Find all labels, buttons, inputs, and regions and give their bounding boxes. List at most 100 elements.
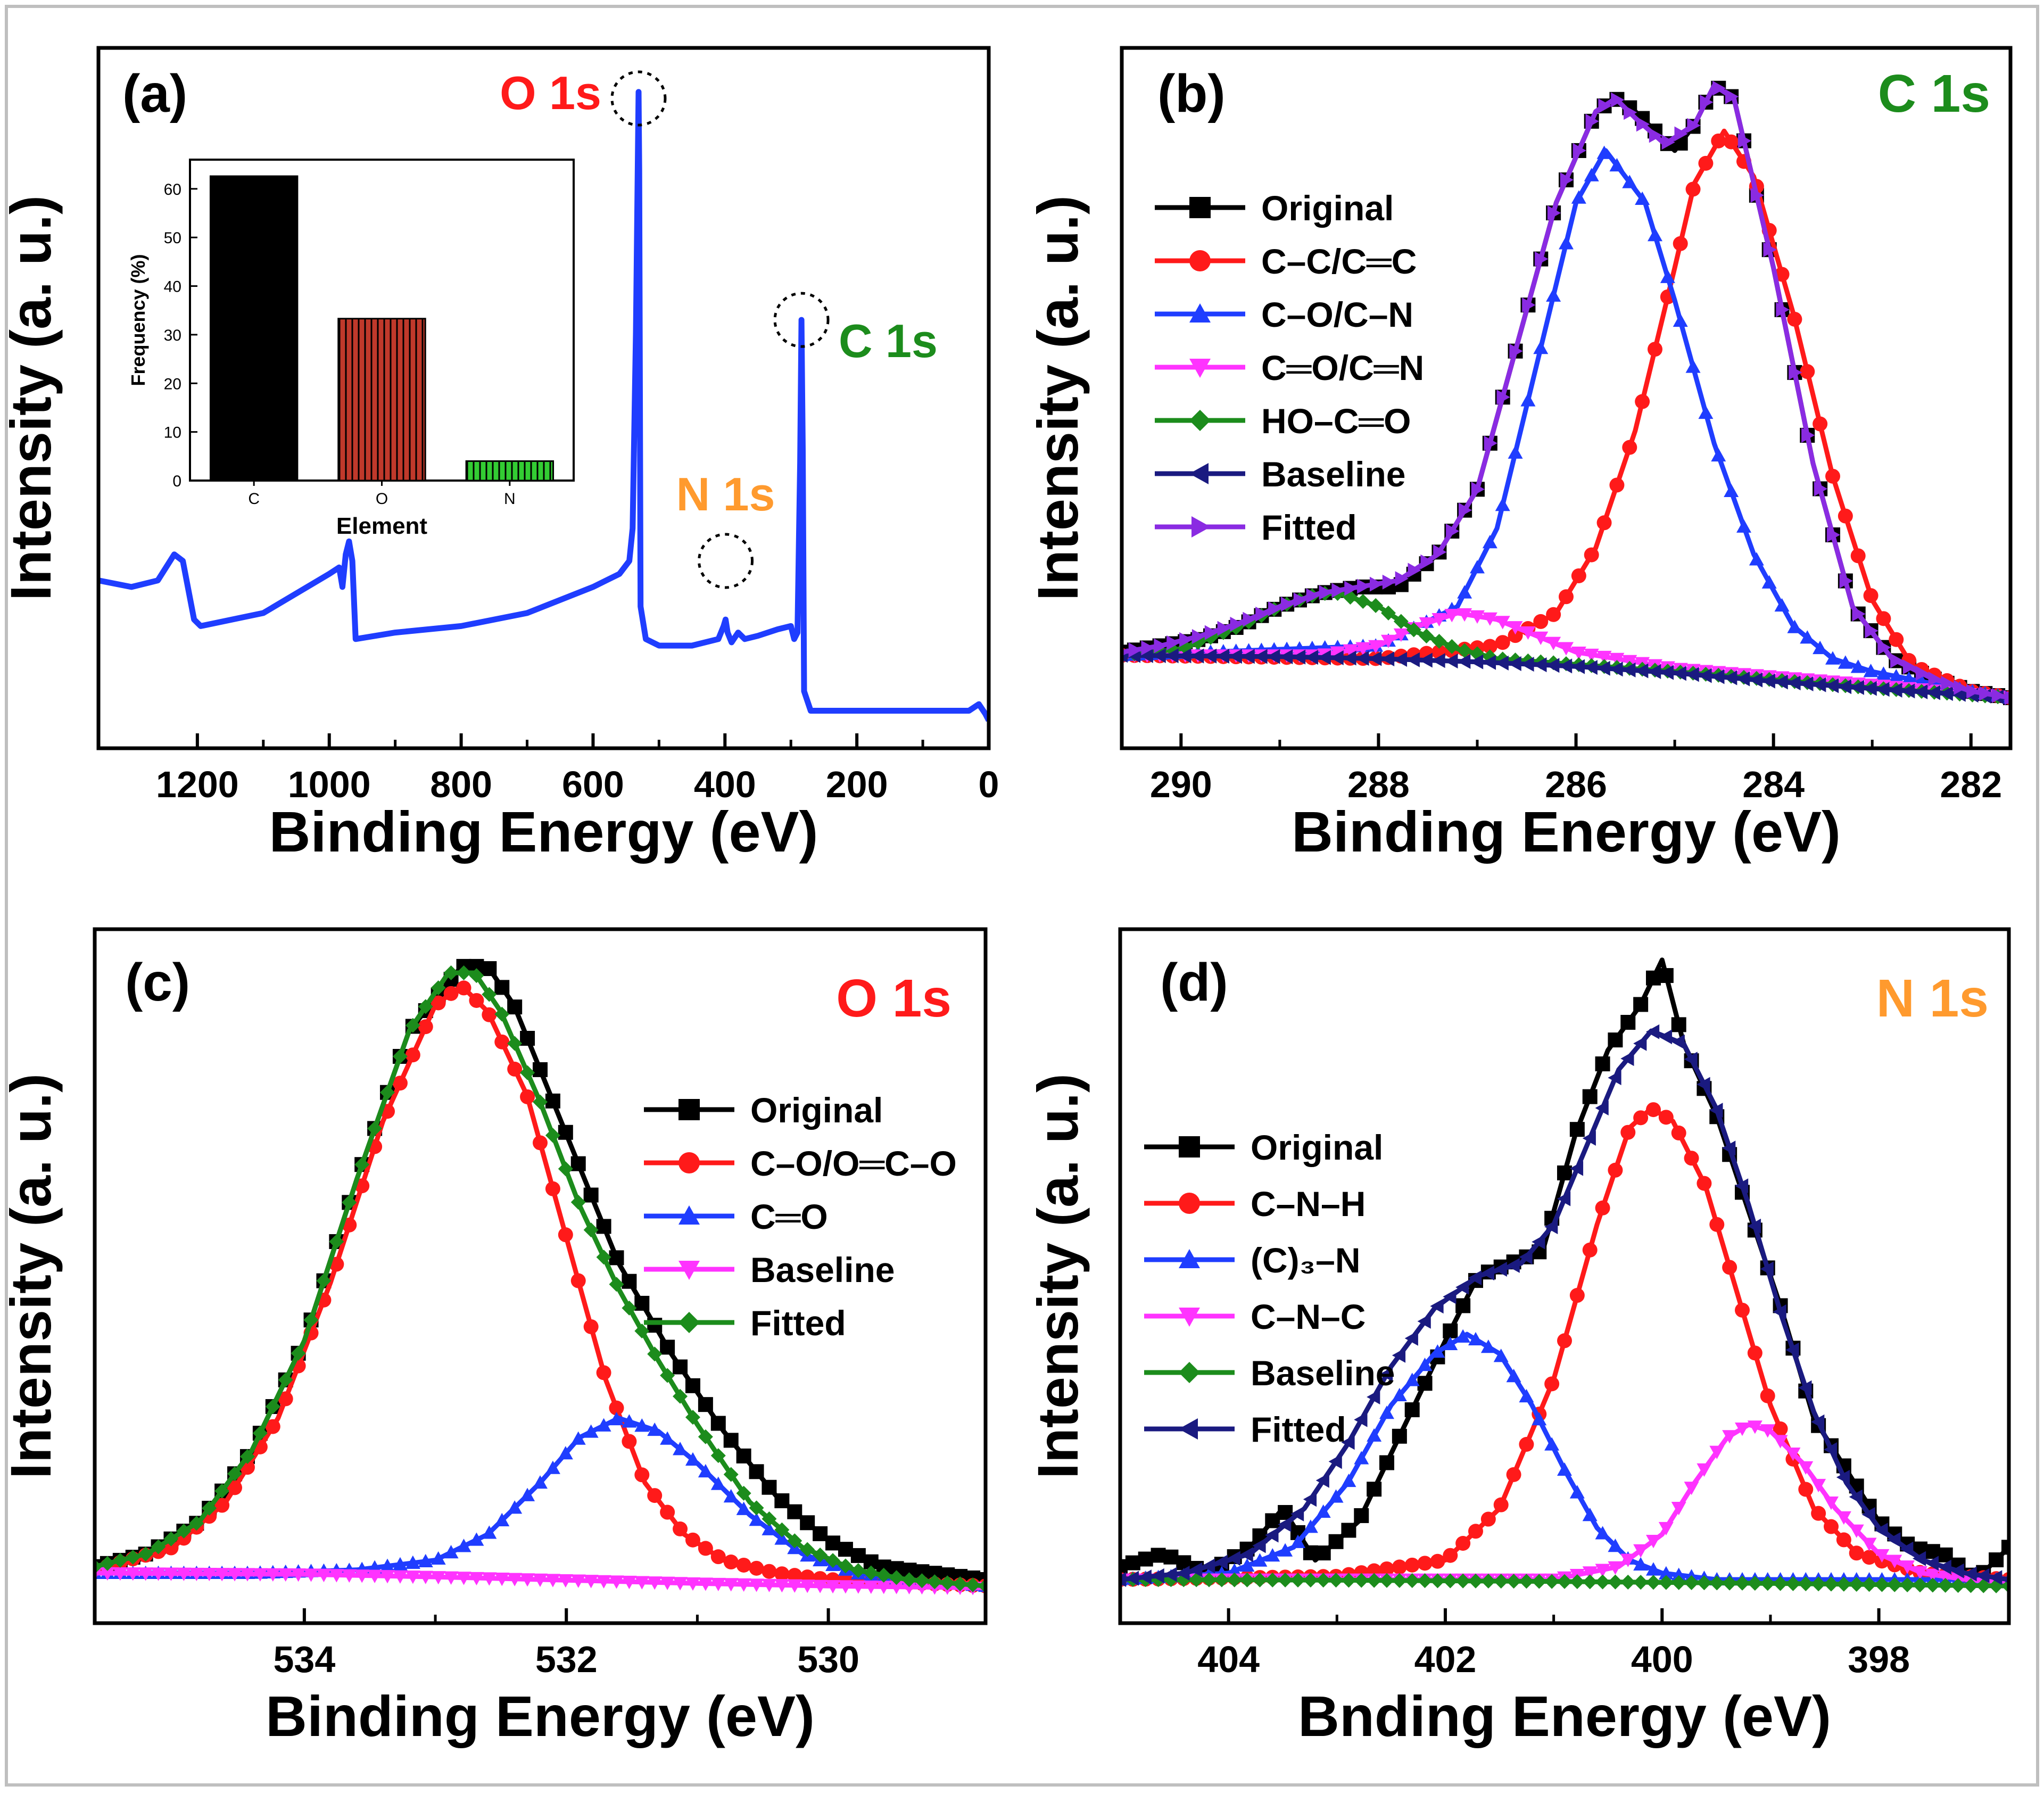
series-original-marker <box>1557 1165 1572 1180</box>
series-c-o-marker <box>647 1422 663 1436</box>
series-ho-c-o-marker <box>1406 622 1421 638</box>
series-baseline-marker <box>1379 1573 1394 1588</box>
series-fitted <box>1120 1024 2009 1587</box>
series-baseline-marker <box>1355 650 1369 666</box>
series-baseline-marker <box>1582 1574 1598 1590</box>
series-c-n-h-marker <box>1671 1125 1686 1140</box>
series-c-n-c-marker <box>1595 1564 1610 1577</box>
series-c-n-h-marker <box>1480 1511 1496 1527</box>
series-baseline-marker <box>1724 670 1737 685</box>
series-baseline-marker <box>1239 1572 1255 1588</box>
series-fitted-marker <box>876 1567 891 1583</box>
series-baseline-marker <box>1914 684 1928 699</box>
series-c-c-c-c-marker <box>1533 614 1549 629</box>
series-c-o-c-n-marker <box>1571 646 1586 660</box>
series-fitted-marker <box>1763 242 1777 258</box>
series-baseline-marker <box>278 1568 293 1582</box>
series-fitted-marker <box>1496 390 1510 405</box>
series-fitted-marker <box>1166 635 1180 650</box>
legend-marker <box>1179 1136 1200 1158</box>
series-c-n-c-marker <box>1773 1435 1788 1449</box>
series-baseline-marker <box>1838 679 1852 695</box>
series-original-marker <box>507 999 523 1015</box>
series-fitted-marker <box>1379 1367 1393 1382</box>
series-baseline-marker <box>1202 1572 1217 1588</box>
legend-marker <box>1179 1362 1200 1383</box>
series-baseline-marker <box>570 1574 586 1588</box>
series-c-n-h-marker <box>1506 1467 1521 1482</box>
series-fitted-marker <box>901 1572 917 1588</box>
legend-item: (C)₃–N <box>1144 1241 1361 1280</box>
series-c-n-h-marker <box>1811 1506 1826 1521</box>
series-baseline-marker <box>1495 655 1509 671</box>
series-c-o-c-n-marker <box>1355 642 1371 656</box>
series-baseline-marker <box>1836 1576 1851 1592</box>
series-c-n-marker <box>1569 1485 1585 1499</box>
series-baseline-marker <box>303 1568 319 1582</box>
peak-annotation: O 1s <box>500 67 667 127</box>
series-c-o-c-n-marker <box>1596 650 1612 665</box>
series-baseline-marker <box>138 1567 153 1581</box>
panel-label: (d) <box>1160 953 1228 1012</box>
series-c-n-marker <box>1608 1539 1623 1552</box>
series-ho-c-o-marker <box>1431 633 1447 649</box>
series-c-n-marker <box>1532 1412 1547 1426</box>
series-c-n-h-marker <box>1557 1333 1572 1349</box>
series-fitted-marker <box>392 1048 408 1064</box>
legend: Original C–N–H (C)₃–N C–N–C Baseline Fitted <box>1144 1128 1395 1449</box>
legend-item: Baseline <box>644 1250 895 1289</box>
series-original-marker <box>774 1493 790 1509</box>
series-baseline-marker <box>1457 654 1471 669</box>
series-baseline-marker <box>151 1567 166 1581</box>
series-baseline-marker <box>889 1581 904 1594</box>
series-baseline-marker <box>1825 678 1839 693</box>
series-c-n-h-marker <box>1430 1553 1445 1569</box>
series-baseline-marker <box>787 1579 802 1593</box>
series-fitted-marker <box>1852 606 1866 622</box>
series-fitted-marker <box>1189 1562 1203 1577</box>
series-baseline-marker <box>1468 1573 1483 1589</box>
series-fitted <box>95 965 986 1594</box>
legend-marker <box>678 1312 700 1333</box>
series-c-n-c-marker <box>1684 1482 1699 1495</box>
series-fitted-marker <box>1344 581 1358 596</box>
y-axis-label: Intensity (a. u.) <box>0 1073 63 1479</box>
series-baseline-marker <box>1876 682 1890 697</box>
series-c-n-c-marker <box>1709 1445 1725 1459</box>
series-fitted-marker <box>1408 563 1421 578</box>
legend-label: C–O/O═C–O <box>750 1144 957 1183</box>
series-fitted-marker <box>227 1466 243 1482</box>
legend-label: Original <box>1251 1128 1383 1167</box>
series-ho-c-o-marker <box>1444 639 1460 654</box>
series-fitted-marker <box>825 1553 841 1568</box>
series-c-o-marker <box>392 1557 408 1570</box>
series-baseline-marker <box>100 1567 115 1581</box>
series-c-n-marker <box>1417 1358 1433 1371</box>
x-axis-label: Binding Energy (eV) <box>1292 799 1841 864</box>
series-original-marker <box>787 1504 802 1519</box>
annotation-circle <box>773 292 830 348</box>
series-c-o-marker <box>469 1532 484 1546</box>
series-fitted-marker <box>1674 126 1688 142</box>
x-axis-label: Bnding Energy (eV) <box>1298 1684 1831 1748</box>
series-fitted-marker <box>1649 128 1662 143</box>
series-c-c-c-c-marker <box>1889 632 1904 647</box>
series-c-o-c-n-marker <box>1711 448 1726 462</box>
inset-y-tick-label: 40 <box>164 278 181 296</box>
series-baseline-marker <box>1785 1576 1801 1591</box>
inset-x-axis-label: Element <box>336 513 428 539</box>
series-baseline-marker <box>342 1569 357 1583</box>
series-fitted-marker <box>380 1085 395 1100</box>
series-baseline-marker <box>685 1577 700 1591</box>
series-fitted-marker <box>1382 574 1396 590</box>
series-c-o-o-c-o-marker <box>456 980 471 996</box>
peak-annotation: N 1s <box>676 468 775 589</box>
legend-marker <box>1179 1418 1198 1440</box>
series-baseline-marker <box>112 1567 128 1581</box>
series-c-n-h-marker <box>1735 1302 1750 1318</box>
series-c-o-o-c-o-marker <box>265 1419 280 1434</box>
legend-label: Baseline <box>750 1250 895 1289</box>
series-baseline-marker <box>1444 654 1458 669</box>
series-c-o-c-n-marker <box>1495 616 1510 630</box>
series-baseline-marker <box>1203 648 1217 664</box>
